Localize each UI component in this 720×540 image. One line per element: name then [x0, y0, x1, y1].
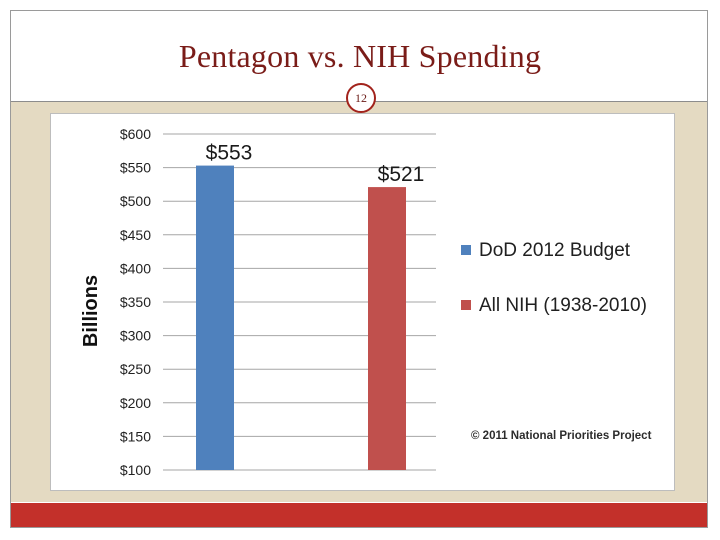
- slide-title: Pentagon vs. NIH Spending: [178, 38, 542, 74]
- y-tick-label-600: $600: [120, 126, 151, 142]
- bars: [196, 165, 406, 471]
- y-tick-label-200: $200: [120, 395, 151, 411]
- bar-nih: [368, 187, 406, 470]
- data-label-nih: $521: [378, 163, 425, 186]
- legend-swatch-nih: [461, 300, 471, 310]
- bar-chart: $100 $150 $200 $250 $300 $350 $400 $450 $500 $550…: [80, 126, 436, 478]
- y-tick-label-450: $450: [120, 227, 151, 243]
- y-tick-label-250: $250: [120, 361, 151, 377]
- y-tick-label-150: $150: [120, 428, 151, 444]
- y-tick-label-550: $550: [120, 160, 151, 176]
- legend-item-nih: All NIH (1938-2010): [461, 293, 671, 318]
- y-tick-label-500: $500: [120, 193, 151, 209]
- y-tick-label-100: $100: [120, 462, 151, 478]
- footer-bar: [11, 503, 707, 527]
- copyright-annotation: © 2011 National Priorities Project: [471, 430, 652, 442]
- chart-container: $100 $150 $200 $250 $300 $350 $400 $450 $500 $550…: [50, 113, 675, 491]
- slide-number: 12: [346, 83, 376, 113]
- legend-label-nih: All NIH (1938-2010): [479, 295, 647, 316]
- data-label-dod: $553: [206, 142, 253, 165]
- legend-item-dod: DoD 2012 Budget: [461, 238, 671, 263]
- bar-dod: [196, 165, 234, 471]
- legend-swatch-dod: [461, 245, 471, 255]
- y-axis-label: Billions: [80, 275, 102, 347]
- y-tick-label-400: $400: [120, 260, 151, 276]
- data-labels: $553 $521: [206, 142, 425, 187]
- legend-label-dod: DoD 2012 Budget: [479, 240, 631, 261]
- y-tick-label-300: $300: [120, 328, 151, 344]
- y-axis-ticks: $100 $150 $200 $250 $300 $350 $400 $450 $500 $550…: [120, 126, 151, 478]
- y-tick-label-350: $350: [120, 294, 151, 310]
- chart-legend: DoD 2012 Budget All NIH (1938-2010): [461, 238, 671, 348]
